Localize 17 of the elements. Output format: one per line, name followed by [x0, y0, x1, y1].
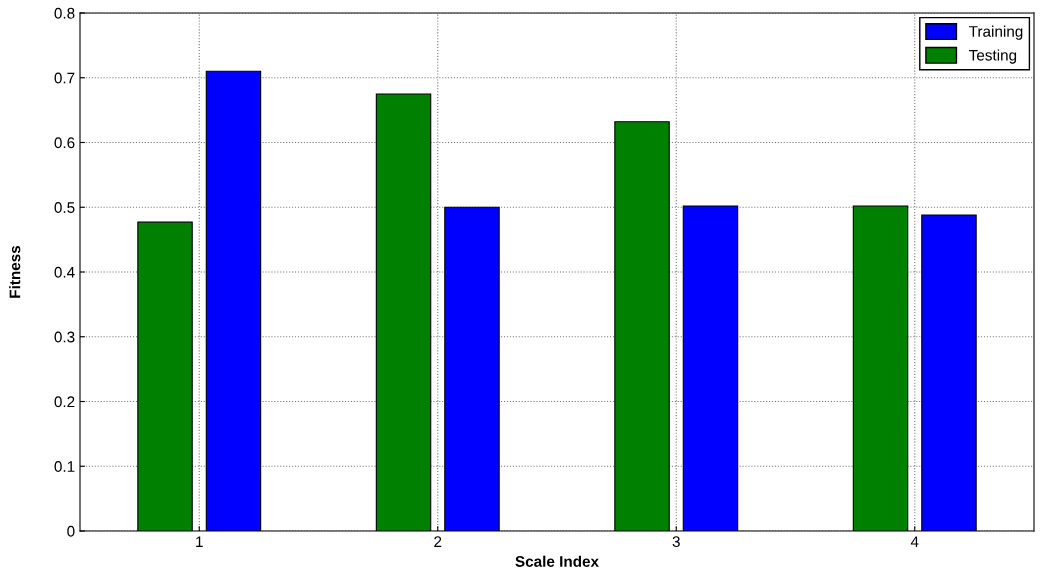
y-tick-label: 0: [67, 525, 75, 537]
x-tick-label: 3: [672, 536, 680, 548]
x-axis-title: Scale Index: [515, 555, 599, 567]
legend-label: Training: [969, 25, 1023, 40]
y-axis-title: Fitness: [9, 245, 21, 298]
y-tick-label: 0.5: [54, 202, 75, 213]
y-tick-label: 0.4: [54, 266, 75, 278]
y-tick-label: 0.1: [54, 461, 75, 472]
x-tick-label: 4: [910, 536, 919, 547]
y-tick-label: 0.3: [54, 331, 75, 343]
y-tick-label: 0.7: [54, 72, 75, 84]
x-tick-label: 2: [434, 536, 442, 547]
x-tick-label: 1: [196, 536, 203, 547]
y-tick-label: 0.2: [54, 396, 75, 408]
legend-label: Testing: [969, 49, 1017, 64]
y-tick-label: 0.6: [54, 137, 75, 149]
y-tick-label: 0.8: [54, 7, 75, 19]
